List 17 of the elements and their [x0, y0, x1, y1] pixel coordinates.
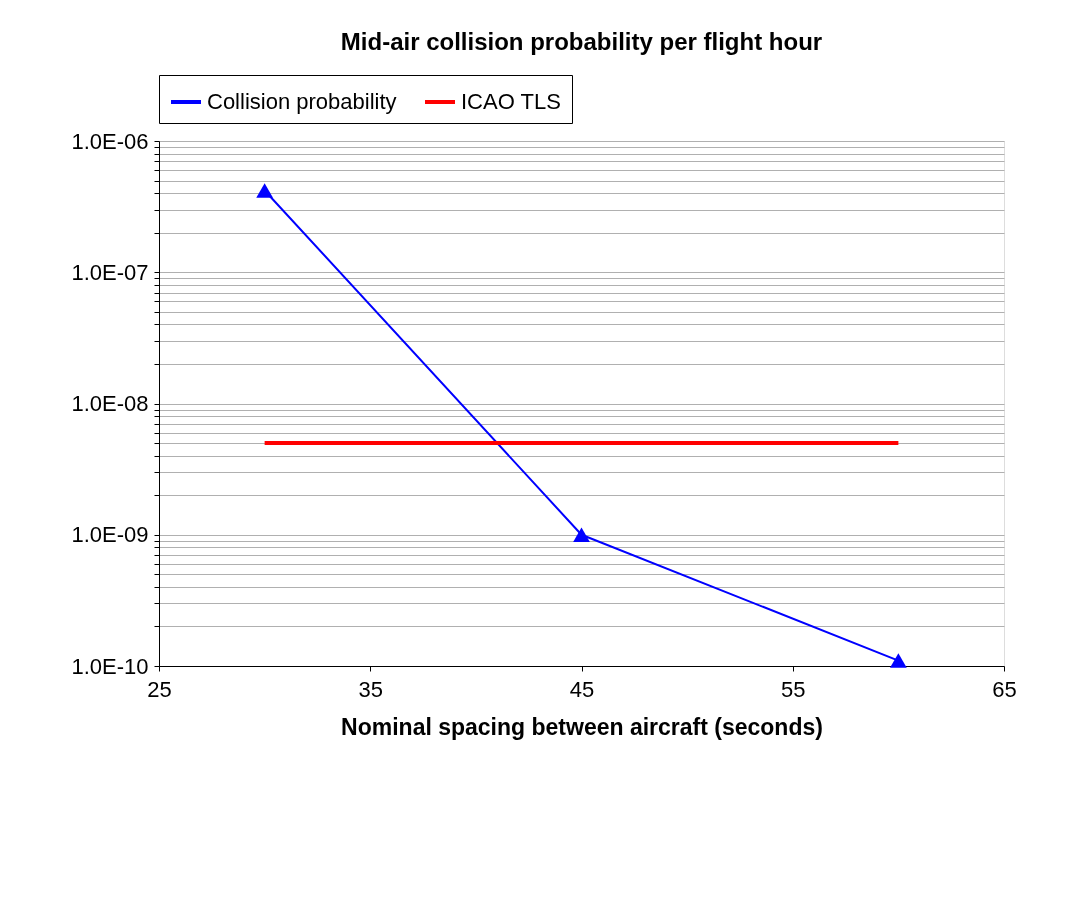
y-tick-label: 1.0E-08 — [71, 391, 149, 416]
legend-label: Collision probability — [207, 89, 397, 114]
y-tick-label: 1.0E-09 — [71, 522, 149, 548]
y-tick-label: 1.0E-10 — [71, 653, 149, 679]
x-tick-label: 65 — [992, 676, 1017, 702]
y-tick-label: 1.0E-06 — [71, 128, 149, 154]
legend-label: ICAO TLS — [461, 89, 561, 114]
chart-title: Mid-air collision probability per flight hour — [340, 27, 823, 55]
x-tick-label: 25 — [147, 676, 172, 702]
point — [256, 183, 273, 198]
point — [573, 527, 590, 542]
x-tick-label: 35 — [358, 676, 383, 702]
x-tick-label: 45 — [569, 676, 595, 702]
y-tick-label: 1.0E-07 — [71, 259, 149, 285]
point — [890, 653, 907, 668]
x-tick-label: 55 — [781, 676, 806, 702]
x-axis-title: Nominal spacing between aircraft (seconds) — [341, 713, 823, 740]
